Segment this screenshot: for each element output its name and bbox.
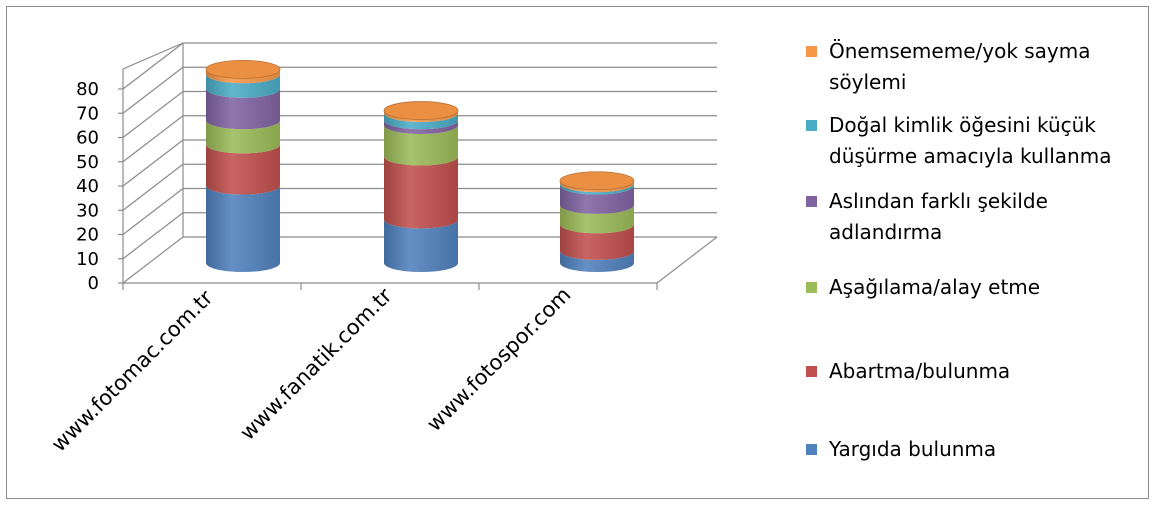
legend-swatch	[806, 120, 817, 131]
segment-Aşağılama/alay etme	[206, 120, 280, 154]
segment-Aşağılama/alay etme	[384, 125, 458, 166]
floor-right-edge	[656, 236, 718, 284]
y-tick-label: 60	[76, 128, 99, 149]
x-label-2: www.fotospor.com	[422, 283, 575, 436]
segment-Doğal kimlik öğesini küçük düşürme amacıyla kullanma	[206, 74, 280, 98]
side-grid-line	[122, 212, 184, 260]
legend-swatch	[806, 46, 817, 57]
legend-swatch	[806, 196, 817, 207]
segment-Abartma/bulunma	[560, 224, 634, 260]
y-tick-label: 50	[76, 152, 99, 173]
y-tick-label: 80	[76, 79, 99, 100]
y-axis-ticks: 0 10 20 30 40 50 60 70 80	[76, 79, 99, 294]
side-top-line	[122, 42, 184, 70]
legend-swatch	[806, 444, 817, 455]
segment-Aslından farklı şekilde adlandırma	[206, 88, 280, 130]
legend-label: düşürme amacıyla kullanma	[829, 144, 1111, 168]
y-tick-label: 0	[88, 273, 99, 294]
segment-Doğal kimlik öğesini küçük düşürme amacıyla kullanma	[384, 112, 458, 130]
segment-Önemsememe/yok sayma söylemi	[384, 110, 458, 122]
legend-swatch	[806, 366, 817, 377]
side-grid-line	[122, 163, 184, 211]
segment-Yargıda bulunma	[206, 185, 280, 272]
cylinder-www.fotomac.com.tr	[205, 60, 281, 272]
legend-label: söylemi	[829, 70, 906, 94]
legend-label: Doğal kimlik öğesini küçük	[829, 113, 1096, 137]
cylinder-top-cap	[559, 171, 635, 191]
y-tick-label: 30	[76, 200, 99, 221]
cylinder-top-cap	[205, 60, 281, 79]
cylinder-www.fanatik.com.tr	[383, 101, 459, 272]
segment-Abartma/bulunma	[384, 156, 458, 229]
y-tick-label: 20	[76, 225, 99, 246]
x-label-0: www.fotomac.com.tr	[47, 285, 218, 456]
cylinder-www.fotospor.com	[559, 171, 635, 272]
side-grid-line	[122, 66, 184, 114]
cylinder-top-cap	[383, 101, 459, 120]
segment-Abartma/bulunma	[206, 144, 280, 195]
segment-Önemsememe/yok sayma söylemi	[560, 180, 634, 193]
segment-Yargıda bulunma	[560, 250, 634, 272]
x-axis-labels: www.fotomac.com.tr www.fanatik.com.tr www.…	[47, 283, 576, 457]
legend-label: Abartma/bulunma	[829, 359, 1010, 383]
legend-label: Aslından farklı şekilde	[829, 189, 1048, 213]
segment-Aslından farklı şekilde adlandırma	[384, 120, 458, 135]
segment-Doğal kimlik öğesini küçük düşürme amacıyla kullanma	[560, 183, 634, 195]
y-tick-label: 40	[76, 176, 99, 197]
side-grid-line	[122, 236, 184, 284]
segment-Aşağılama/alay etme	[560, 204, 634, 234]
cylinders	[205, 60, 635, 272]
segment-Önemsememe/yok sayma söylemi	[206, 69, 280, 84]
y-tick-label: 10	[76, 249, 99, 270]
legend-label: Aşağılama/alay etme	[829, 275, 1040, 299]
y-tick-label: 70	[76, 103, 99, 124]
legend-swatch	[806, 282, 817, 293]
legend-label: adlandırma	[829, 220, 942, 244]
side-grid-line	[122, 139, 184, 187]
segment-Yargıda bulunma	[384, 219, 458, 272]
side-grid-line	[122, 188, 184, 235]
legend-label: Yargıda bulunma	[828, 437, 996, 461]
legend-label: Önemsememe/yok sayma	[829, 39, 1091, 63]
side-grid-line	[122, 115, 184, 163]
side-grid-line	[122, 42, 184, 90]
segment-Aslından farklı şekilde adlandırma	[560, 185, 634, 214]
legend: Önemsememe/yok sayma söylemi Doğal kimlik …	[806, 39, 1111, 461]
x-label-1: www.fanatik.com.tr	[235, 283, 396, 444]
side-grid-line	[122, 91, 184, 138]
